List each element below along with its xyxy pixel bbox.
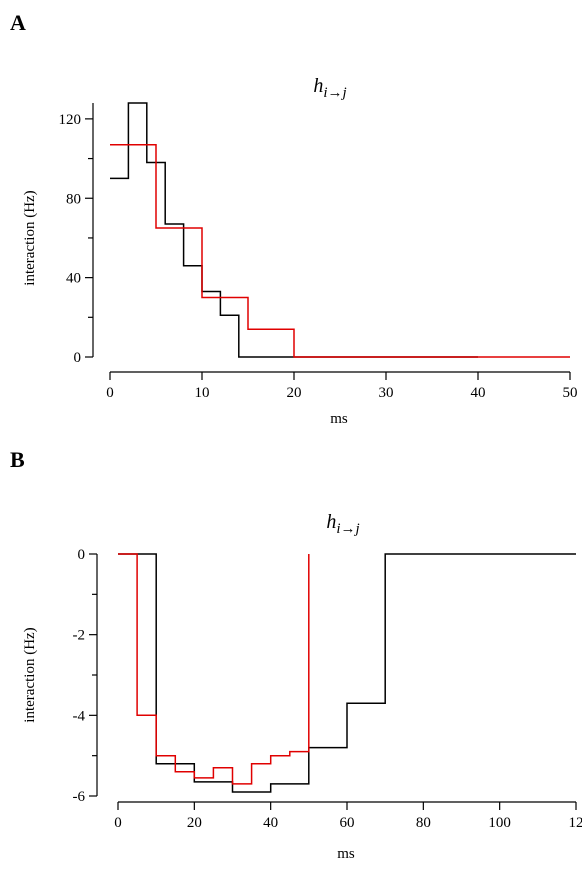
- chart-b-x-tick-label: 40: [263, 815, 278, 831]
- chart-b-y-tick-label: -4: [73, 708, 86, 724]
- chart-a-x-axis-title: ms: [330, 411, 348, 427]
- panel-a: A hi→j ms interaction (Hz) 0 10 20 30 40 50 0 4…: [10, 10, 578, 427]
- chart-a-y-tick-label: 80: [66, 191, 81, 207]
- chart-a-title: hi→j: [313, 75, 346, 101]
- chart-b-y-tick-label: -2: [73, 628, 86, 644]
- panel-label-b: B: [10, 447, 25, 472]
- panel-b: B hi→j ms interaction (Hz) 0 20 40 60 80 100 1…: [10, 447, 582, 862]
- chart-b-title: hi→j: [326, 511, 359, 537]
- chart-a-y-tick-label: 0: [74, 350, 82, 366]
- chart-b-x-tick-label: 100: [488, 815, 511, 831]
- panel-label-a: A: [10, 10, 26, 35]
- chart-b-y-axis-title: interaction (Hz): [22, 627, 38, 722]
- chart-a-x-tick-label: 30: [379, 385, 394, 401]
- chart-a-y-axis-title: interaction (Hz): [22, 190, 38, 285]
- chart-a-x-tick-label: 40: [471, 385, 486, 401]
- chart-b-series-1-line: [118, 554, 576, 792]
- chart-a-series: [110, 103, 570, 357]
- chart-a-x-tick-label: 10: [195, 385, 210, 401]
- chart-b-y-tick-label: 0: [78, 547, 86, 563]
- chart-b-x-tick-label: 60: [340, 815, 355, 831]
- chart-a-series-2-line: [110, 145, 570, 357]
- chart-a-y-tick-label: 40: [66, 271, 81, 287]
- chart-b-series-2-line: [118, 554, 309, 784]
- chart-b-series: [118, 554, 576, 792]
- chart-a-x-tick-label: 0: [106, 385, 114, 401]
- chart-b-x-tick-label: 80: [416, 815, 431, 831]
- chart-b-y-tick-label: -6: [73, 789, 86, 805]
- chart-a-y-tick-label: 120: [59, 112, 82, 128]
- chart-b-x-tick-label: 12: [569, 815, 582, 831]
- chart-a-x-tick-label: 50: [563, 385, 578, 401]
- chart-a-x-tick-label: 20: [287, 385, 302, 401]
- chart-b-x-tick-label: 0: [114, 815, 122, 831]
- chart-b-x-axis-title: ms: [337, 846, 355, 862]
- chart-b-x-tick-label: 20: [187, 815, 202, 831]
- chart-a-series-1-line: [110, 103, 478, 357]
